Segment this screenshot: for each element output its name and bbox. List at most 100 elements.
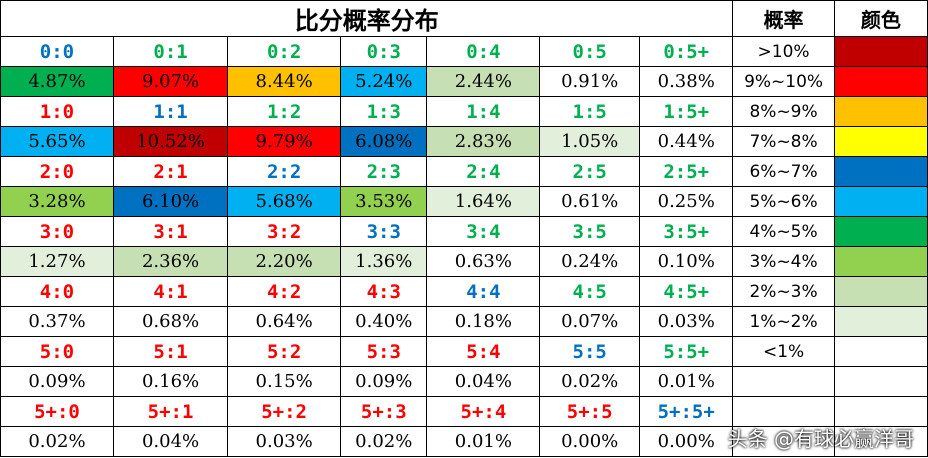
probability-cell: 6.10%: [112, 186, 229, 217]
legend-label: 4%~5%: [732, 216, 835, 247]
probability-cell: 0.04%: [112, 426, 229, 457]
score-cell: 5:5+: [638, 336, 734, 367]
legend-label: 5%~6%: [732, 186, 835, 217]
score-cell: 5+:5: [539, 396, 640, 427]
probability-cell: 1.05%: [539, 126, 640, 157]
probability-cell: 2.36%: [112, 246, 229, 277]
score-cell: 5+:1: [112, 396, 229, 427]
legend-swatch: [833, 96, 928, 127]
legend-label: 1%~2%: [732, 306, 835, 337]
score-cell: 4:4: [426, 276, 541, 307]
score-cell: 0:0: [0, 36, 114, 67]
legend-label: 6%~7%: [732, 156, 835, 187]
score-cell: 2:4: [426, 156, 541, 187]
score-row: 2:0 2:1 2:2 2:3 2:4 2:5 2:5+ 6%~7%: [0, 156, 928, 187]
score-cell: 3:2: [227, 216, 342, 247]
score-cell: 3:0: [0, 216, 114, 247]
probability-cell: 0.91%: [539, 66, 640, 97]
score-cell: 4:2: [227, 276, 342, 307]
probability-cell: 0.37%: [0, 306, 114, 337]
legend-label: 8%~9%: [732, 96, 835, 127]
score-cell: 1:0: [0, 96, 114, 127]
probability-cell: 5.65%: [0, 126, 114, 157]
score-cell: 5:0: [0, 336, 114, 367]
score-cell: 5+:4: [426, 396, 541, 427]
score-cell: 1:4: [426, 96, 541, 127]
score-cell: 0:4: [426, 36, 541, 67]
probability-cell: 10.52%: [112, 126, 229, 157]
legend-swatch: [833, 66, 928, 97]
probability-cell: 0.64%: [227, 306, 342, 337]
score-cell: 5+:0: [0, 396, 114, 427]
page-title: 比分概率分布: [0, 0, 734, 37]
score-cell: 5:4: [426, 336, 541, 367]
score-cell: 0:1: [112, 36, 229, 67]
score-cell: 3:4: [426, 216, 541, 247]
probability-cell: 0.61%: [539, 186, 640, 217]
score-cell: 4:5+: [638, 276, 734, 307]
score-row: 5:0 5:1 5:2 5:3 5:4 5:5 5:5+ <1%: [0, 336, 928, 367]
score-cell: 4:1: [112, 276, 229, 307]
probability-row: 1.27% 2.36% 2.20% 1.36% 0.63% 0.24% 0.10% 3%~4%: [0, 246, 928, 277]
legend-swatch: [833, 396, 928, 427]
legend-swatch: [833, 276, 928, 307]
probability-cell: 0.02%: [0, 426, 114, 457]
legend-swatch: [833, 306, 928, 337]
legend-swatch: [833, 336, 928, 367]
legend-swatch: [833, 246, 928, 277]
legend-label: 9%~10%: [732, 66, 835, 97]
legend-swatch: [833, 126, 928, 157]
score-cell: 5:5: [539, 336, 640, 367]
score-cell: 5:1: [112, 336, 229, 367]
score-cell: 4:0: [0, 276, 114, 307]
probability-cell: 0.68%: [112, 306, 229, 337]
legend-swatch: [833, 156, 928, 187]
probability-cell: 0.15%: [227, 366, 342, 397]
score-cell: 2:3: [340, 156, 428, 187]
probability-cell: 6.08%: [340, 126, 428, 157]
score-cell: 0:5: [539, 36, 640, 67]
score-cell: 0:2: [227, 36, 342, 67]
score-cell: 5:3: [340, 336, 428, 367]
probability-cell: 0.10%: [638, 246, 734, 277]
probability-cell: 0.01%: [638, 366, 734, 397]
probability-cell: 0.00%: [539, 426, 640, 457]
probability-cell: 0.25%: [638, 186, 734, 217]
color-header: 颜色: [833, 0, 928, 37]
probability-cell: 0.38%: [638, 66, 734, 97]
legend-swatch: [833, 366, 928, 397]
score-cell: 4:5: [539, 276, 640, 307]
score-cell: 3:5+: [638, 216, 734, 247]
score-row: 0:0 0:1 0:2 0:3 0:4 0:5 0:5+ >10%: [0, 36, 928, 67]
legend-header: 概率: [732, 0, 835, 37]
score-cell: 2:5+: [638, 156, 734, 187]
probability-cell: 2.44%: [426, 66, 541, 97]
probability-row: 0.37% 0.68% 0.64% 0.40% 0.18% 0.07% 0.03% 1%~2%: [0, 306, 928, 337]
probability-cell: 8.44%: [227, 66, 342, 97]
score-cell: 0:5+: [638, 36, 734, 67]
probability-cell: 2.20%: [227, 246, 342, 277]
legend-swatch: [833, 426, 928, 457]
score-cell: 1:1: [112, 96, 229, 127]
probability-row: 4.87% 9.07% 8.44% 5.24% 2.44% 0.91% 0.38% 9%~10…: [0, 66, 928, 97]
score-cell: 1:3: [340, 96, 428, 127]
probability-cell: 0.09%: [340, 366, 428, 397]
score-cell: 1:5: [539, 96, 640, 127]
legend-swatch: [833, 216, 928, 247]
probability-cell: 0.24%: [539, 246, 640, 277]
score-cell: 0:3: [340, 36, 428, 67]
score-cell: 2:5: [539, 156, 640, 187]
score-cell: 3:5: [539, 216, 640, 247]
probability-cell: 0.03%: [227, 426, 342, 457]
legend-label: 7%~8%: [732, 126, 835, 157]
score-cell: 5+:5+: [638, 396, 734, 427]
probability-cell: 0.09%: [0, 366, 114, 397]
probability-cell: 0.02%: [539, 366, 640, 397]
probability-cell: 4.87%: [0, 66, 114, 97]
probability-cell: 0.44%: [638, 126, 734, 157]
legend-label: [732, 426, 835, 457]
probability-cell: 2.83%: [426, 126, 541, 157]
score-cell: 2:0: [0, 156, 114, 187]
score-cell: 5+:2: [227, 396, 342, 427]
